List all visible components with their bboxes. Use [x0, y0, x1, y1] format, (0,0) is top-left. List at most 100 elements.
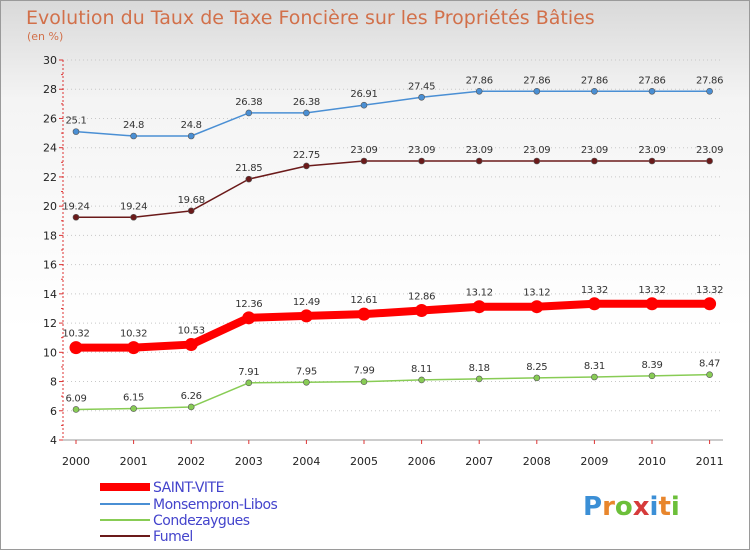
data-label: 21.85: [235, 163, 262, 174]
data-point: [706, 157, 713, 165]
data-label: 6.15: [123, 393, 144, 404]
data-point: [242, 311, 256, 325]
data-label: 24.8: [123, 120, 144, 131]
data-label: 23.09: [466, 145, 493, 156]
x-tick-label: 2004: [292, 455, 320, 468]
data-point: [648, 87, 656, 95]
logo-letter: i: [650, 492, 659, 522]
series-monsempron-libos: 25.1 24.8 24.8 26.38 26.38 26.91 27.45 27.86 27.…: [65, 75, 723, 140]
data-label: 23.09: [581, 145, 608, 156]
data-label: 19.24: [120, 201, 147, 212]
data-point: [187, 207, 195, 215]
data-point: [69, 341, 83, 355]
x-tick-label: 2006: [408, 455, 436, 468]
x-tick-label: 2002: [177, 455, 205, 468]
data-label: 23.09: [350, 145, 377, 156]
data-point: [299, 309, 313, 323]
data-point: [360, 378, 368, 385]
gridlines: [63, 59, 723, 441]
data-point: [533, 87, 541, 95]
data-label: 8.39: [641, 360, 662, 371]
axes: 4 6 8 10 12 14 16 18 20 22 24 26 28 30 2000 2001 2002 200…: [43, 54, 724, 468]
data-point: [591, 157, 598, 165]
legend: SAINT-VITEMonsempron-LibosCondezayguesFu…: [100, 480, 278, 545]
data-point: [303, 109, 310, 117]
data-point: [418, 376, 425, 384]
chart-title: Evolution du Taux de Taxe Foncière sur l…: [26, 7, 595, 29]
series-condezaygues: 6.09 6.15 6.26 7.91 7.95 7.99 8.11 8.18 8.25 8.31…: [65, 359, 720, 413]
y-tick-label: 10: [43, 346, 57, 359]
series-layer: 10.32 10.32 10.53 12.36 12.49 12.61 12.86 13.12…: [62, 75, 723, 413]
x-tick-label: 2003: [235, 455, 263, 468]
data-point: [533, 157, 541, 165]
data-point: [475, 87, 483, 95]
data-point: [587, 297, 601, 311]
data-label: 25.1: [65, 116, 86, 127]
data-point: [591, 373, 598, 381]
series-saint-vite: 10.32 10.32 10.53 12.36 12.49 12.61 12.86 13.12…: [62, 285, 723, 355]
data-point: [706, 371, 713, 378]
data-point: [130, 405, 137, 412]
data-label: 24.8: [181, 120, 202, 131]
data-label: 22.75: [293, 150, 320, 161]
series-line: [76, 160, 710, 219]
x-tick-label: 2005: [350, 455, 378, 468]
x-tick-label: 2009: [580, 455, 608, 468]
data-point: [703, 297, 717, 311]
data-point: [475, 375, 483, 383]
x-tick-label: 2010: [638, 455, 666, 468]
data-point: [530, 300, 544, 314]
data-point: [72, 128, 80, 135]
data-label: 10.32: [62, 329, 89, 340]
logo-letter: r: [602, 492, 615, 522]
data-point: [533, 374, 541, 382]
data-label: 10.32: [120, 329, 147, 340]
data-point: [415, 304, 429, 318]
data-label: 6.09: [65, 393, 86, 404]
data-point: [303, 162, 310, 170]
data-label: 8.47: [699, 359, 720, 370]
data-label: 23.09: [408, 145, 435, 156]
data-label: 12.61: [350, 295, 377, 306]
data-label: 19.24: [62, 201, 89, 212]
series-line: [75, 90, 710, 137]
x-tick-label: 2007: [465, 455, 493, 468]
legend-item: Fumel: [100, 529, 193, 545]
data-label: 23.09: [523, 145, 550, 156]
y-tick-label: 30: [43, 54, 57, 67]
data-point: [72, 213, 80, 221]
data-label: 7.99: [353, 366, 374, 377]
data-point: [187, 132, 195, 140]
data-label: 27.86: [696, 75, 723, 86]
series-line: [76, 299, 710, 352]
x-tick-label: 2000: [62, 455, 90, 468]
data-label: 12.36: [235, 299, 262, 310]
y-tick-label: 28: [43, 83, 57, 96]
data-label: 7.95: [296, 366, 317, 377]
data-point: [187, 403, 195, 411]
data-label: 13.12: [466, 288, 493, 299]
data-point: [130, 213, 137, 221]
data-point: [706, 87, 713, 95]
data-label: 19.68: [178, 195, 205, 206]
y-tick-label: 22: [43, 171, 57, 184]
data-point: [245, 175, 253, 183]
data-point: [245, 109, 253, 117]
data-label: 27.86: [638, 75, 665, 86]
data-label: 26.91: [350, 89, 377, 100]
logo-letter: x: [633, 492, 650, 522]
data-point: [127, 341, 141, 355]
y-tick-label: 26: [43, 112, 57, 125]
data-point: [648, 372, 656, 380]
data-point: [72, 406, 80, 413]
data-label: 7.91: [238, 367, 259, 378]
legend-item: SAINT-VITE: [100, 480, 224, 496]
logo-letter: P: [583, 492, 602, 522]
y-tick-label: 18: [43, 229, 57, 242]
data-point: [357, 307, 371, 321]
data-label: 26.38: [235, 97, 262, 108]
y-tick-label: 6: [50, 405, 57, 418]
data-point: [184, 338, 198, 352]
data-label: 13.32: [638, 285, 665, 296]
